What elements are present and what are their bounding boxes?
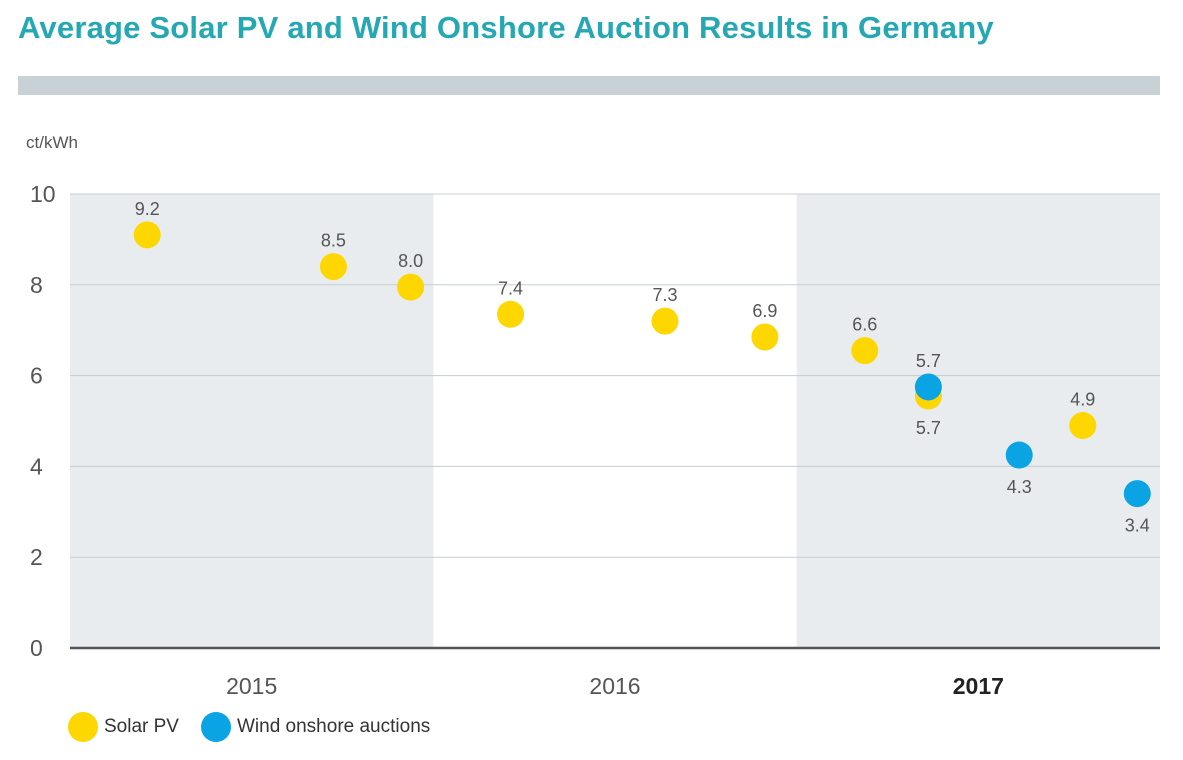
solar-point-4 (651, 307, 679, 335)
solar-point-6 (851, 337, 879, 365)
wind-point-0 (914, 373, 942, 401)
legend: Solar PV Wind onshore auctions (68, 712, 452, 742)
y-tick-label: 0 (30, 635, 43, 661)
y-tick-label: 8 (30, 272, 43, 298)
wind-data-label-1: 4.3 (1007, 477, 1032, 497)
solar-point-5 (751, 323, 779, 351)
x-tick-label-2016: 2016 (589, 673, 640, 699)
legend-label-solar: Solar PV (104, 716, 179, 737)
solar-data-label-5: 6.9 (752, 301, 777, 321)
wind-point-2 (1123, 480, 1151, 508)
x-tick-label-2015: 2015 (226, 673, 277, 699)
solar-data-label-4: 7.3 (652, 285, 677, 305)
year-band-2015 (70, 194, 434, 648)
chart-title: Average Solar PV and Wind Onshore Auctio… (18, 10, 994, 45)
solar-point-3 (497, 300, 525, 328)
legend-item-wind: Wind onshore auctions (200, 712, 431, 742)
solar-data-label-6: 6.6 (852, 315, 877, 335)
solar-swatch-icon (68, 712, 98, 742)
solar-data-label-8: 4.9 (1070, 390, 1095, 410)
wind-data-label-0: 5.7 (916, 351, 941, 371)
title-underline-bar (18, 76, 1160, 95)
year-band-2017 (796, 194, 1160, 648)
solar-data-label-3: 7.4 (498, 278, 523, 298)
legend-label-wind: Wind onshore auctions (236, 716, 431, 737)
y-tick-label: 6 (30, 363, 43, 389)
solar-data-label-1: 8.5 (321, 231, 346, 251)
y-tick-label: 2 (30, 544, 43, 570)
solar-data-label-2: 8.0 (398, 251, 423, 271)
wind-point-1 (1005, 441, 1033, 469)
solar-point-1 (319, 253, 347, 281)
y-axis-label: ct/kWh (26, 133, 78, 152)
y-tick-label: 4 (30, 453, 43, 479)
x-tick-label-2017: 2017 (953, 673, 1004, 699)
wind-swatch-icon (200, 712, 231, 742)
solar-point-0 (133, 221, 161, 249)
y-tick-label: 10 (30, 181, 56, 207)
wind-data-label-2: 3.4 (1125, 516, 1150, 536)
solar-data-label-0: 9.2 (135, 199, 160, 219)
solar-data-label-7: 5.7 (916, 418, 941, 438)
legend-item-solar: Solar PV (68, 712, 179, 742)
solar-point-2 (397, 273, 425, 301)
solar-point-8 (1069, 412, 1097, 440)
